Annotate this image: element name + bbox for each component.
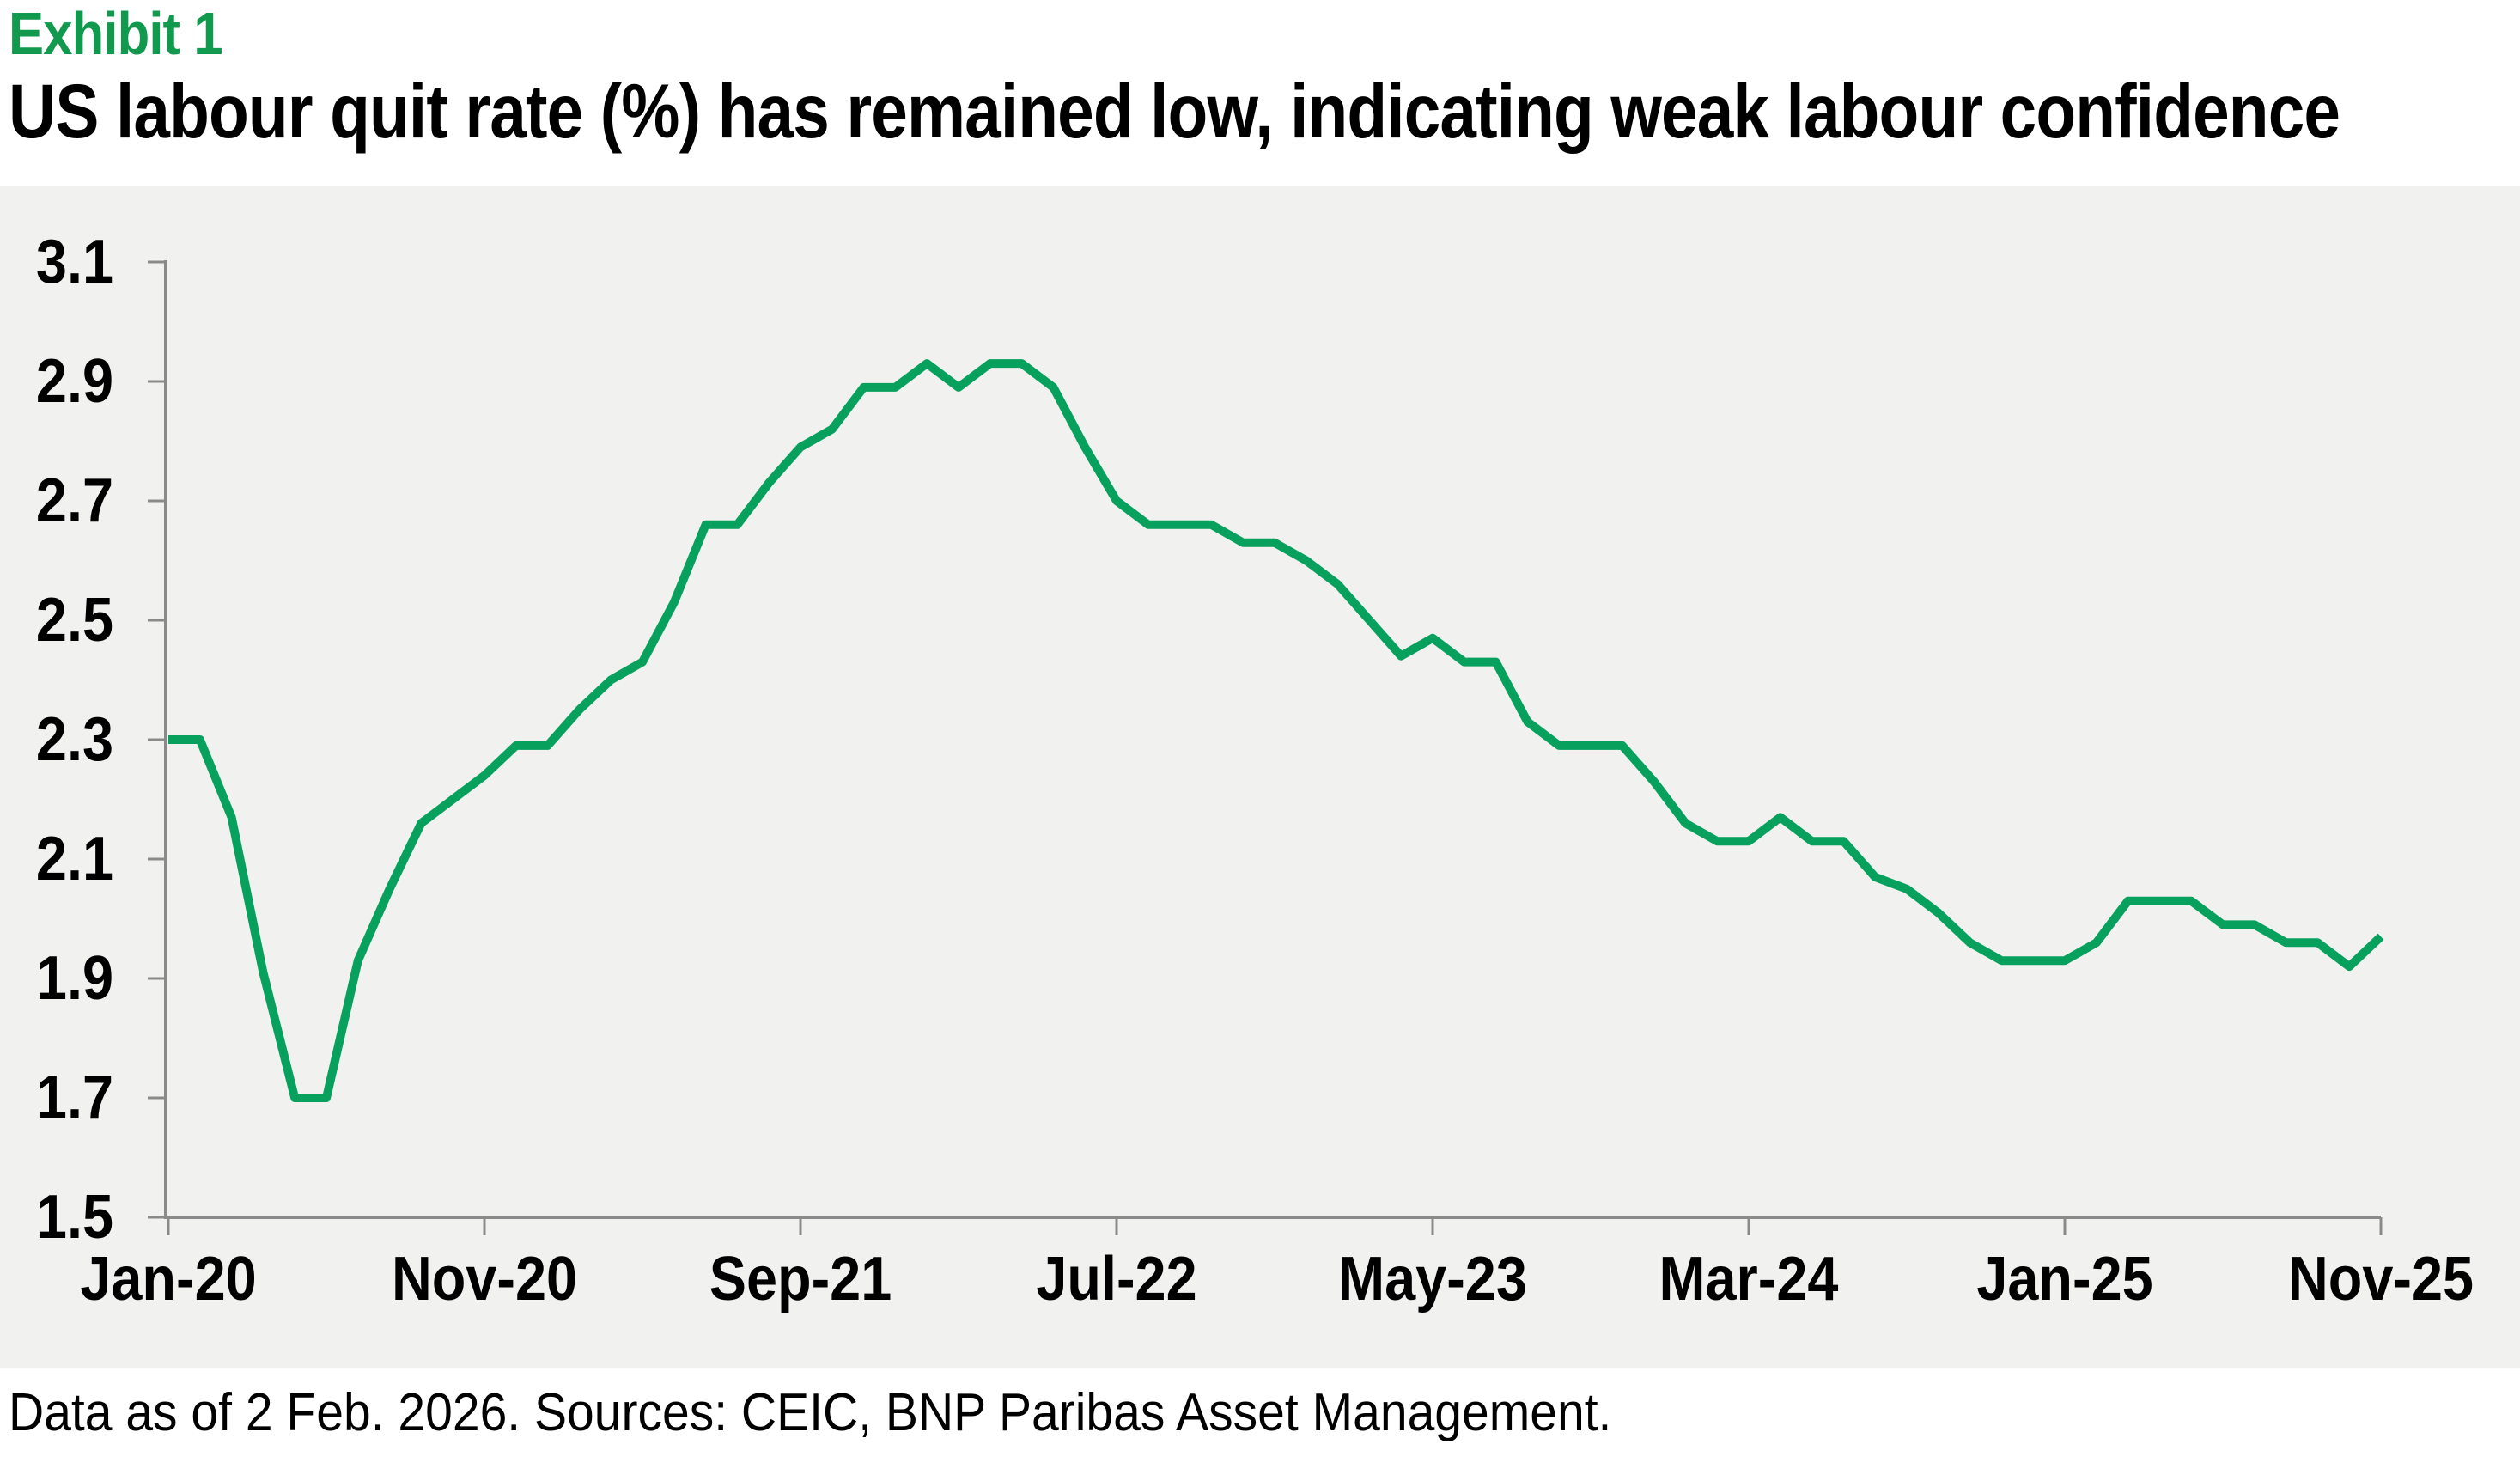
x-tick-label: Jan-20 [80,1245,257,1313]
chart-title: US labour quit rate (%) has remained low… [9,68,2340,154]
x-tick-label: Jul-22 [1036,1245,1197,1313]
y-tick-label: 2.1 [35,825,113,893]
y-tick-label: 2.3 [35,705,113,774]
y-tick-label: 1.5 [35,1183,113,1252]
source-note: Data as of 2 Feb. 2026. Sources: CEIC, B… [9,1383,1612,1442]
axes [164,260,2381,1219]
y-tick-label: 2.7 [35,466,113,535]
y-tick-label: 1.7 [35,1064,113,1132]
exhibit-label: Exhibit 1 [9,0,223,67]
y-tick-label: 2.9 [35,347,113,416]
quit-rate-line [168,359,2384,1102]
x-tick-label: Mar-24 [1659,1245,1839,1313]
y-tick-label: 1.9 [35,944,113,1013]
x-tick-label: Jan-25 [1976,1245,2153,1313]
x-tick-label: Nov-25 [2287,1245,2474,1313]
y-tick-label: 2.5 [35,586,113,655]
x-tick-label: Sep-21 [709,1245,892,1313]
x-tick-label: May-23 [1338,1245,1527,1313]
x-tick-label: Nov-20 [391,1245,578,1313]
y-tick-label: 3.1 [35,228,113,296]
plot-area-background [0,186,2520,1368]
